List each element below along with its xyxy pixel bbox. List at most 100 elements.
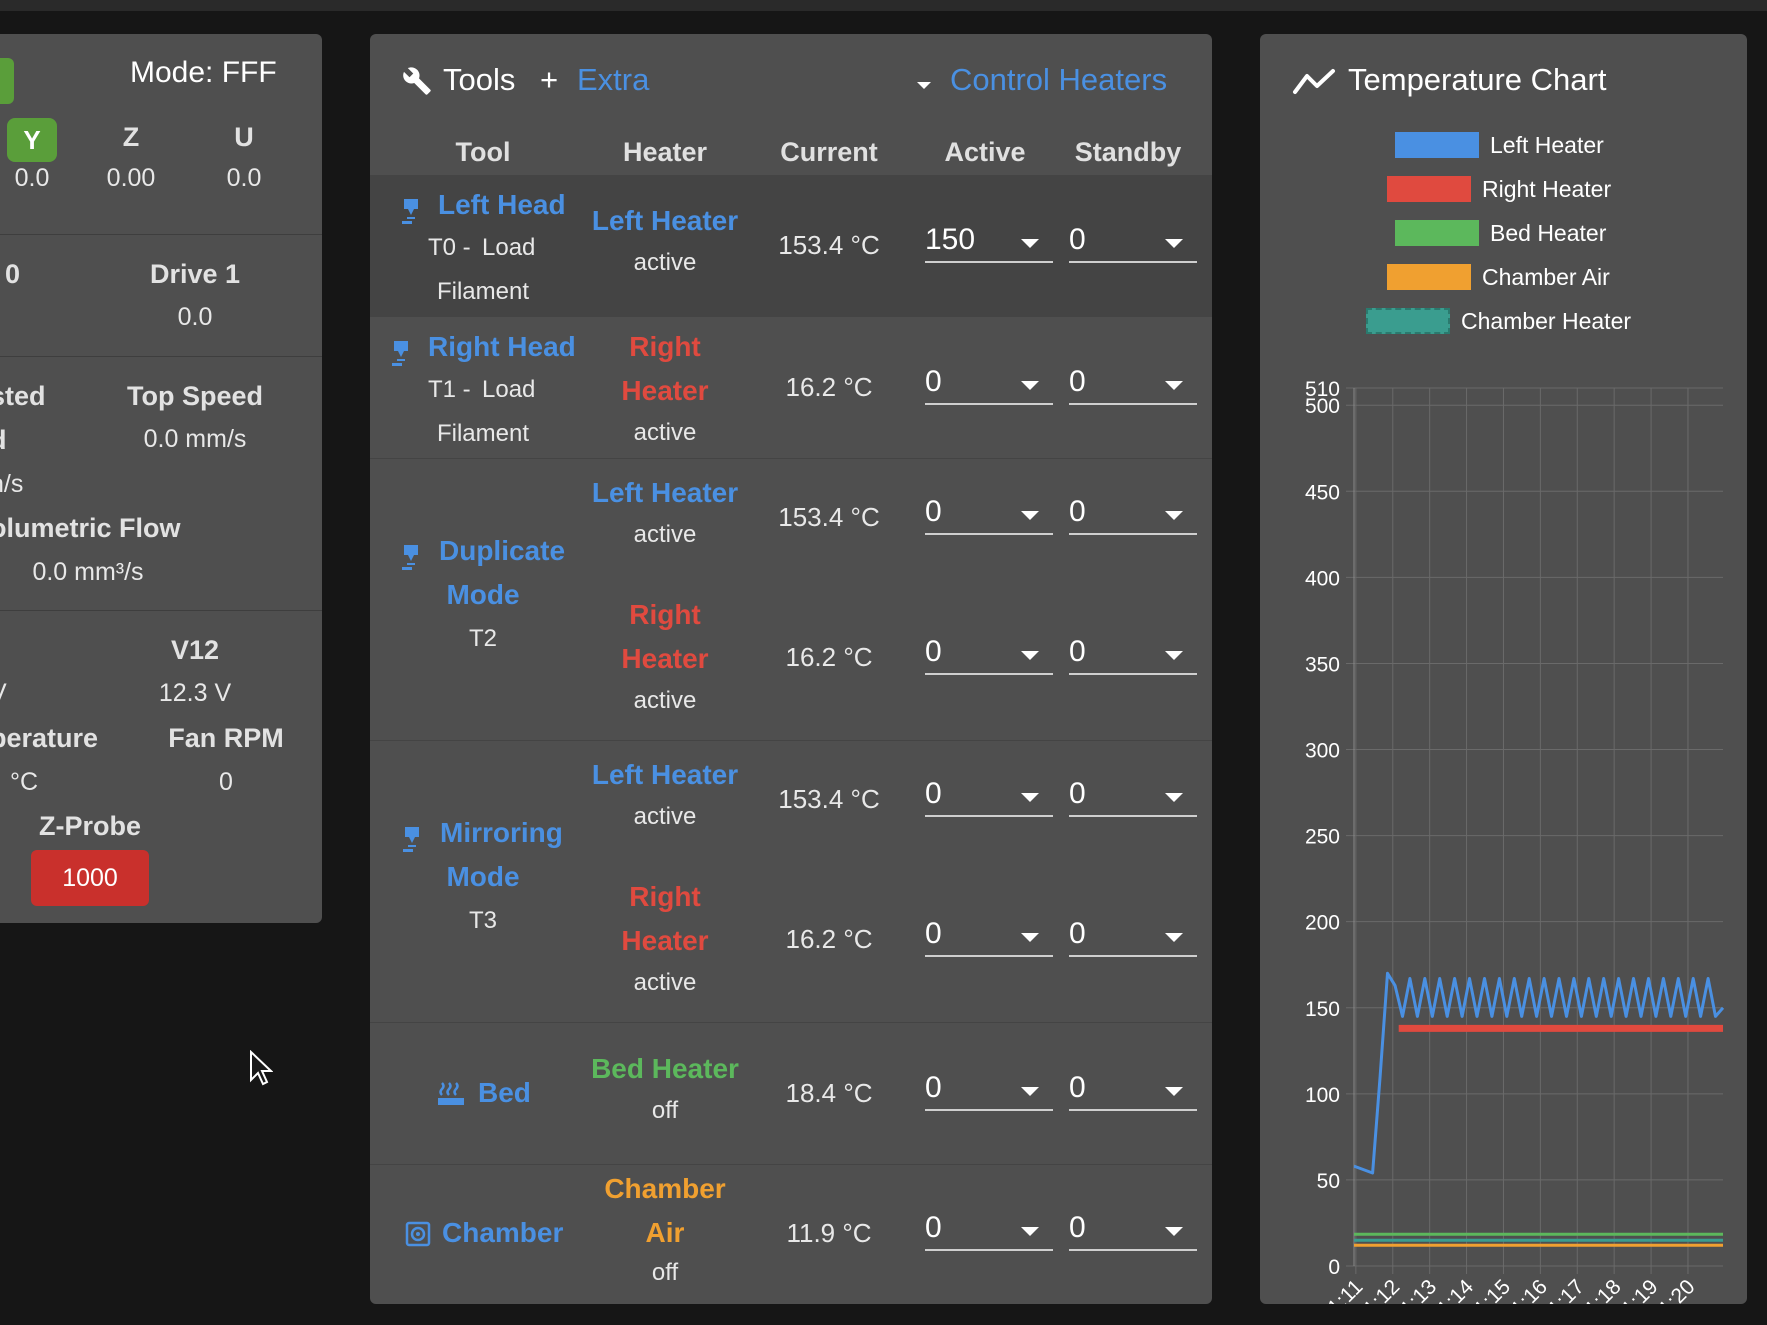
heater-name-left-heater[interactable]: Left Heater <box>591 205 739 236</box>
active-value: 0 <box>925 1071 942 1104</box>
active-temperature-select[interactable]: 0 <box>925 1067 1053 1111</box>
z-probe-value-badge: 1000 <box>31 850 149 906</box>
nozzle-icon <box>392 341 408 366</box>
chamber-icon <box>405 1221 431 1247</box>
current-temperature: 16.2 °C <box>785 924 873 954</box>
tool-row-right-head: Right Head T1 - Load Filament Right Heate… <box>370 317 1212 458</box>
row-divider <box>370 458 1212 459</box>
line-chart-icon <box>1293 69 1335 94</box>
heater-name-left-heater[interactable]: Left Heater <box>591 759 739 790</box>
extra-tab[interactable]: Extra <box>577 62 650 97</box>
caret-down-icon <box>1165 933 1183 942</box>
active-temperature-select[interactable]: 0 <box>925 913 1053 957</box>
standby-temperature-select[interactable]: 0 <box>1069 913 1197 957</box>
tool-name-chamber[interactable]: Chamber <box>442 1217 564 1248</box>
y-axis-home-button[interactable]: Y <box>7 118 57 162</box>
heater-state: active <box>633 419 697 446</box>
y-axis-value: 0.0 <box>14 164 50 192</box>
tool-name-bed[interactable]: Bed <box>478 1077 531 1108</box>
requested-speed-label: sted <box>0 381 46 411</box>
x-axis-home-button[interactable] <box>0 58 14 104</box>
heater-name-line-1: Chamber <box>604 1173 726 1204</box>
tool-number-t1: T1 - <box>428 376 471 403</box>
tool-name-mirroring-mode[interactable]: Mirroring <box>440 817 563 848</box>
divider <box>0 356 322 357</box>
caret-down-icon <box>1165 1087 1183 1096</box>
current-temperature: 11.9 °C <box>786 1218 872 1248</box>
active-value: 0 <box>925 635 942 668</box>
tool-row-chamber: Chamber Chamber Air off 11.9 °C 0 0 <box>370 1165 1212 1304</box>
y-tick-label: 400 <box>1305 567 1340 590</box>
active-temperature-select[interactable]: 0 <box>925 631 1053 675</box>
legend-label-chamber-heater[interactable]: Chamber Heater <box>1461 308 1632 334</box>
legend-label-right-heater[interactable]: Right Heater <box>1482 176 1612 202</box>
active-temperature-select[interactable]: 150 <box>925 219 1053 263</box>
column-header-current: Current <box>780 137 878 167</box>
active-temperature-select[interactable]: 0 <box>925 773 1053 817</box>
heater-state: off <box>651 1259 679 1286</box>
tool-name-line-2[interactable]: Mode <box>446 861 520 892</box>
caret-down-icon <box>1021 1227 1039 1236</box>
series-line-left-heater <box>1353 971 1725 1175</box>
standby-temperature-select[interactable]: 0 <box>1069 491 1197 535</box>
active-temperature-select[interactable]: 0 <box>925 491 1053 535</box>
standby-temperature-select[interactable]: 0 <box>1069 773 1197 817</box>
temperature-chart: 05010015020025030035040045050051011:1111… <box>1305 378 1725 1304</box>
heater-name-line-2: Air <box>645 1217 685 1248</box>
y-tick-label: 450 <box>1305 481 1340 504</box>
heater-name-right-heater[interactable]: Right Heater <box>621 593 708 681</box>
plus-icon: + <box>540 62 559 97</box>
fan-rpm-value: 0 <box>219 768 233 796</box>
active-value: 0 <box>925 495 942 528</box>
load-link[interactable]: Load <box>482 376 536 403</box>
standby-temperature-select[interactable]: 0 <box>1069 1207 1197 1251</box>
heater-name-left-heater[interactable]: Left Heater <box>591 477 739 508</box>
standby-value: 0 <box>1069 1211 1086 1244</box>
load-link[interactable]: Load <box>482 234 536 261</box>
tool-name-right-head[interactable]: Right Head <box>428 331 576 362</box>
tool-number-t0: T0 - <box>428 234 471 261</box>
z-probe-label: Z-Probe <box>38 811 142 841</box>
active-temperature-select[interactable]: 0 <box>925 361 1053 405</box>
standby-temperature-select[interactable]: 0 <box>1069 219 1197 263</box>
tool-name-left-head[interactable]: Left Head <box>438 189 566 220</box>
standby-value: 0 <box>1069 635 1086 668</box>
caret-down-icon <box>1021 381 1039 390</box>
tool-name-duplicate-mode[interactable]: Duplicate <box>439 535 566 566</box>
legend-swatch-chamber-air <box>1387 264 1471 290</box>
legend-label-left-heater[interactable]: Left Heater <box>1490 132 1604 158</box>
row-divider <box>370 1164 1212 1165</box>
nozzle-icon <box>402 545 418 570</box>
standby-temperature-select[interactable]: 0 <box>1069 1067 1197 1111</box>
tool-name-line-2[interactable]: Mode <box>446 579 520 610</box>
heater-name-chamber-air[interactable]: Chamber Air <box>604 1167 725 1255</box>
fan-rpm-label: Fan RPM <box>168 723 284 753</box>
standby-value: 0 <box>1069 495 1086 528</box>
tool-row-mirroring-mode: Mirroring Mode T3 Left Heater active 153… <box>370 741 1212 1022</box>
control-heaters-dropdown[interactable]: Control Heaters <box>950 62 1168 97</box>
y-tick-label: 0 <box>1328 1256 1340 1279</box>
z-axis-label: Z <box>122 122 140 152</box>
standby-temperature-select[interactable]: 0 <box>1069 361 1197 405</box>
column-header-active: Active <box>944 137 1026 167</box>
nozzle-icon <box>403 827 419 852</box>
tools-panel: Tools + Extra Control Heaters Tool Heate… <box>370 34 1212 1304</box>
nozzle-icon <box>402 199 418 224</box>
standby-temperature-select[interactable]: 0 <box>1069 631 1197 675</box>
y-tick-label: 50 <box>1317 1170 1340 1193</box>
row-divider <box>370 740 1212 741</box>
volumetric-flow-value: 0.0 mm³/s <box>32 558 144 586</box>
heater-name-bed-heater[interactable]: Bed Heater <box>591 1053 739 1084</box>
heater-name-right-heater[interactable]: Right Heater <box>621 875 708 963</box>
legend-swatch-right-heater <box>1387 176 1471 202</box>
filament-link[interactable]: Filament <box>436 278 530 305</box>
filament-link[interactable]: Filament <box>436 420 530 447</box>
v12-label: V12 <box>170 635 220 665</box>
legend-label-chamber-air[interactable]: Chamber Air <box>1482 264 1610 290</box>
heater-name-right-heater[interactable]: Right Heater <box>621 325 708 413</box>
legend-swatch-chamber-heater <box>1366 308 1450 334</box>
machine-status-panel: Mode: FFF Y Z U 0.0 0.00 0.0 0 Drive 1 0… <box>0 34 322 923</box>
legend-label-bed-heater[interactable]: Bed Heater <box>1490 220 1607 246</box>
divider <box>0 234 322 235</box>
active-temperature-select[interactable]: 0 <box>925 1207 1053 1251</box>
